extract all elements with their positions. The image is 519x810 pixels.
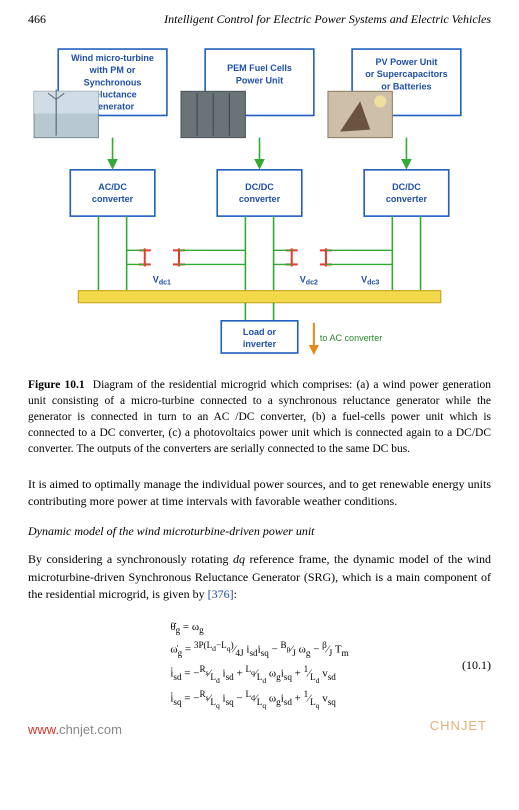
citation-link[interactable]: [376] — [208, 587, 234, 601]
svg-text:Synchronous: Synchronous — [84, 77, 142, 87]
svg-text:converter: converter — [239, 194, 281, 204]
figure-caption-text: Diagram of the residential microgrid whi… — [28, 379, 491, 455]
converter-box-1: AC/DC converter — [70, 170, 155, 216]
figure-label: Figure 10.1 — [28, 379, 85, 391]
svg-text:Wind micro-turbine: Wind micro-turbine — [71, 53, 154, 63]
body-para-1: It is aimed to optimally manage the indi… — [28, 476, 491, 511]
page-number: 466 — [28, 12, 46, 27]
svg-text:with PM or: with PM or — [89, 65, 136, 75]
equation-line: i̇sq = −Rs⁄Lq isq − Ld⁄Lq ωgisd + 1⁄Lq v… — [170, 687, 348, 713]
converter-box-2: DC/DC converter — [217, 170, 302, 216]
dc-bus — [78, 291, 440, 303]
connector-arrows — [109, 138, 411, 168]
svg-text:Load or: Load or — [243, 327, 277, 337]
svg-text:converter: converter — [386, 194, 428, 204]
svg-text:inverter: inverter — [243, 339, 277, 349]
svg-text:or Supercapacitors: or Supercapacitors — [365, 69, 447, 79]
running-title: Intelligent Control for Electric Power S… — [164, 12, 491, 27]
svg-text:AC/DC: AC/DC — [98, 182, 127, 192]
figure-diagram: Wind micro-turbine with PM or Synchronou… — [28, 41, 491, 363]
cap-connectors — [127, 250, 393, 264]
svg-text:Power Unit: Power Unit — [236, 75, 283, 85]
watermark-url: www.chnjet.com — [28, 722, 122, 737]
vdc2-label: Vdc2 — [300, 275, 318, 287]
page-header: 466 Intelligent Control for Electric Pow… — [28, 12, 491, 27]
vdc1-label: Vdc1 — [153, 275, 171, 287]
ac-arrow: to AC converter — [309, 323, 382, 355]
watermark-brand: CHNJET — [430, 718, 487, 733]
equation-block: θ̇g = ωgω̇g = 3P(Ld−Lq)⁄4J isdisq − Bp⁄J… — [28, 618, 491, 714]
svg-text:PV Power Unit: PV Power Unit — [376, 57, 438, 67]
svg-text:DC/DC: DC/DC — [245, 182, 274, 192]
load-box: Load or inverter — [221, 321, 297, 353]
equation-line: ω̇g = 3P(Ld−Lq)⁄4J isdisq − Bp⁄J ωg − β⁄… — [170, 638, 348, 661]
equation-line: i̇sd = −Rs⁄Ld isd + Lq⁄Ld ωgisq + 1⁄Ld v… — [170, 662, 348, 688]
converter-box-3: DC/DC converter — [364, 170, 449, 216]
svg-text:PEM Fuel Cells: PEM Fuel Cells — [227, 63, 292, 73]
subheading: Dynamic model of the wind microturbine-d… — [28, 524, 491, 539]
body-para-2: By considering a synchronously rotating … — [28, 551, 491, 603]
svg-text:DC/DC: DC/DC — [392, 182, 421, 192]
microgrid-diagram: Wind micro-turbine with PM or Synchronou… — [28, 41, 491, 363]
load-wires — [245, 303, 273, 321]
svg-text:or Batteries: or Batteries — [381, 81, 431, 91]
svg-text:to AC converter: to AC converter — [320, 333, 382, 343]
figure-caption: Figure 10.1 Diagram of the residential m… — [28, 377, 491, 457]
svg-text:converter: converter — [92, 194, 134, 204]
vdc3-label: Vdc3 — [361, 275, 379, 287]
equation-line: θ̇g = ωg — [170, 618, 348, 639]
equation-number: (10.1) — [462, 658, 491, 673]
